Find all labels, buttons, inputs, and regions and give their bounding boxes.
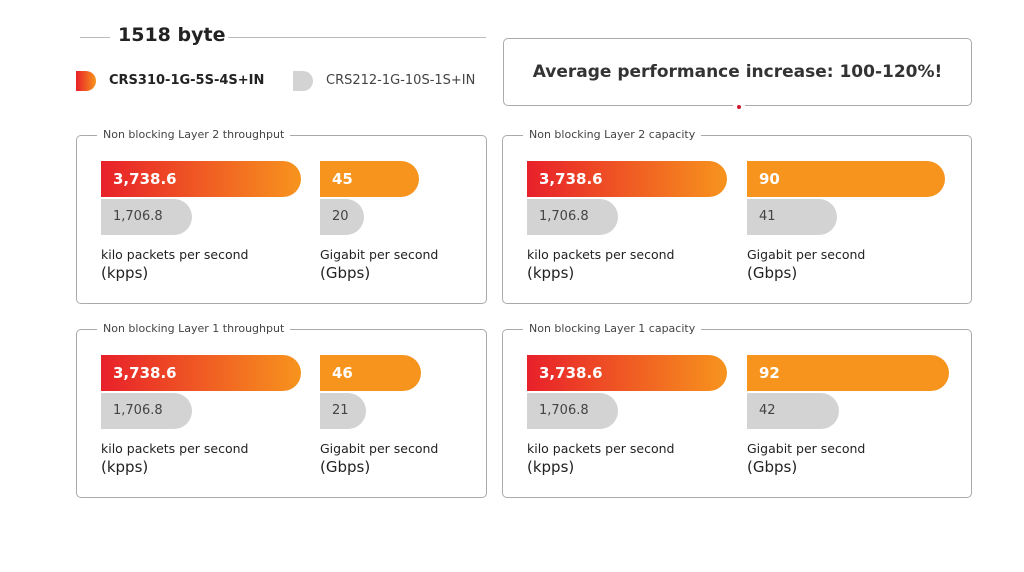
unit-label-gbps: Gigabit per second (Gbps): [747, 440, 865, 476]
bar-kpps-new: 3,738.6: [101, 161, 301, 197]
bar-kpps-old: 1,706.8: [527, 393, 619, 429]
unit-line1: Gigabit per second: [320, 441, 439, 456]
bar-gbps-new: 46: [320, 355, 422, 391]
bar-gbps-old: 21: [320, 393, 367, 429]
unit-line1: kilo packets per second: [101, 247, 249, 262]
unit-line2: (kpps): [101, 458, 149, 476]
bar-gbps-old: 41: [747, 199, 838, 235]
unit-label-gbps: Gigabit per second (Gbps): [747, 246, 865, 282]
chart-title: 1518 byte: [118, 24, 226, 46]
panel-title: Non blocking Layer 2 capacity: [523, 128, 702, 141]
bar-gbps-new: 45: [320, 161, 419, 197]
unit-line2: (Gbps): [747, 264, 798, 282]
unit-label-kpps: kilo packets per second (kpps): [527, 440, 674, 476]
bar-kpps-new: 3,738.6: [527, 355, 727, 391]
bar-kpps-new: 3,738.6: [101, 355, 301, 391]
legend-label-new: CRS310-1G-5S-4S+IN: [109, 73, 265, 88]
unit-line2: (kpps): [527, 458, 575, 476]
bar-gbps-new: 90: [747, 161, 945, 197]
legend-swatch-old: [293, 71, 313, 91]
unit-label-kpps: kilo packets per second (kpps): [101, 440, 248, 476]
panel-title: Non blocking Layer 1 capacity: [523, 322, 702, 335]
title-rule-left: [80, 37, 110, 38]
chart-panel: Non blocking Layer 1 capacity 3,738.6 1,70…: [502, 322, 972, 498]
unit-line1: kilo packets per second: [527, 441, 675, 456]
unit-label-kpps: kilo packets per second (kpps): [101, 246, 248, 282]
panel-title: Non blocking Layer 1 throughput: [97, 322, 291, 335]
callout-box: Average performance increase: 100-120%!: [503, 38, 972, 109]
bar-kpps-old: 1,706.8: [101, 199, 193, 235]
unit-line1: kilo packets per second: [101, 441, 249, 456]
legend-swatch-new: [76, 71, 96, 91]
bar-gbps-old: 20: [320, 199, 364, 235]
unit-line1: kilo packets per second: [527, 247, 675, 262]
unit-line2: (Gbps): [320, 458, 371, 476]
unit-line2: (kpps): [101, 264, 149, 282]
legend-label-old: CRS212-1G-10S-1S+IN: [326, 73, 476, 88]
callout-text: Average performance increase: 100-120%!: [532, 62, 943, 82]
bar-kpps-old: 1,706.8: [527, 199, 619, 235]
callout-dot: [737, 105, 741, 109]
unit-label-gbps: Gigabit per second (Gbps): [320, 246, 438, 282]
unit-line2: (kpps): [527, 264, 575, 282]
unit-label-gbps: Gigabit per second (Gbps): [320, 440, 438, 476]
chart-panel: Non blocking Layer 2 throughput 3,738.6 1,…: [76, 128, 487, 304]
chart-panel: Non blocking Layer 2 capacity 3,738.6 1,70…: [502, 128, 972, 304]
chart-panel: Non blocking Layer 1 throughput 3,738.6 1,…: [76, 322, 487, 498]
title-rule-right: [228, 37, 486, 38]
unit-line2: (Gbps): [747, 458, 798, 476]
bar-kpps-new: 3,738.6: [527, 161, 727, 197]
unit-label-kpps: kilo packets per second (kpps): [527, 246, 674, 282]
bar-gbps-old: 42: [747, 393, 840, 429]
unit-line1: Gigabit per second: [747, 247, 866, 262]
unit-line1: Gigabit per second: [320, 247, 439, 262]
unit-line2: (Gbps): [320, 264, 371, 282]
bar-gbps-new: 92: [747, 355, 950, 391]
bar-kpps-old: 1,706.8: [101, 393, 193, 429]
panel-title: Non blocking Layer 2 throughput: [97, 128, 291, 141]
unit-line1: Gigabit per second: [747, 441, 866, 456]
